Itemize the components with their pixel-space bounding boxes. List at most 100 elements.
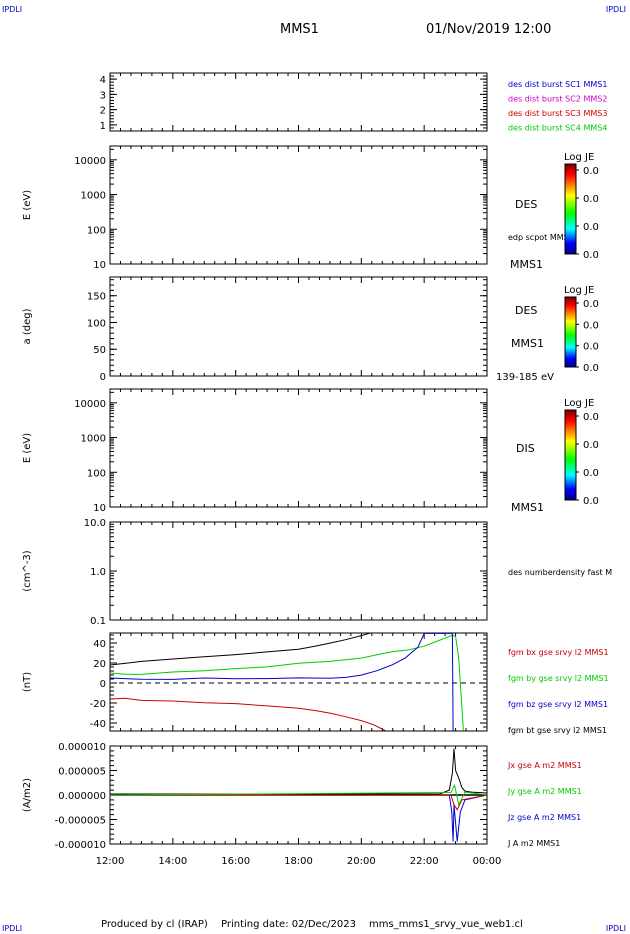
y-tick-label: 100: [87, 318, 106, 329]
y-tick-label: 10.0: [84, 518, 106, 529]
legend-entry: des dist burst SC2 MMS2: [508, 95, 607, 104]
colorbar-tick-label: 0.0: [583, 320, 599, 331]
footer-printing-date: Printing date: 02/Dec/2023: [221, 919, 357, 930]
panel-right-label: DES: [515, 198, 537, 211]
panel-right-label: MMS1: [511, 337, 544, 350]
corner-label-tr: IPDLI: [605, 5, 626, 14]
colorbar-tick-label: 0.0: [583, 412, 599, 423]
series-line: [110, 697, 387, 731]
y-tick-label: 1: [100, 121, 106, 132]
y-axis-label: (A/m2): [22, 778, 33, 812]
panel-right-label: DES: [515, 304, 537, 317]
y-tick-label: 0.000005: [58, 767, 106, 778]
y-axis-label: E (eV): [22, 190, 33, 220]
corner-label-br: IPDLI: [605, 924, 626, 933]
legend-entry: fgm bx gse srvy l2 MMS1: [508, 648, 609, 657]
series-line: [110, 633, 454, 731]
series-line: [110, 748, 487, 795]
y-tick-label: -0.000005: [55, 816, 106, 827]
y-axis-label: (cm^-3): [22, 550, 33, 591]
y-tick-label: 1000: [81, 191, 106, 202]
x-tick-label: 16:00: [221, 856, 250, 867]
y-tick-label: 0.000000: [58, 791, 106, 802]
y-tick-label: 1000: [81, 434, 106, 445]
y-tick-label: 2: [100, 106, 106, 117]
series-line: [110, 794, 487, 842]
series-line: [110, 794, 487, 811]
x-tick-label: 22:00: [410, 856, 439, 867]
colorbar-tick-label: 0.0: [583, 250, 599, 261]
corner-label-tl: IPDLI: [2, 5, 23, 14]
y-axis-label: (nT): [22, 672, 33, 692]
x-tick-label: 20:00: [347, 856, 376, 867]
colorbar-title: Log JE: [564, 285, 594, 296]
y-tick-label: 1.0: [90, 567, 106, 578]
legend-entry: fgm by gse srvy l2 MMS1: [508, 674, 609, 683]
series-line: [110, 633, 371, 666]
colorbar-tick-label: 0.0: [583, 363, 599, 374]
legend-entry: des dist burst SC3 MMS3: [508, 109, 607, 118]
y-tick-label: 20: [93, 659, 106, 670]
y-tick-label: 0.1: [90, 616, 106, 627]
legend-entry: J A m2 MMS1: [507, 839, 560, 848]
colorbar: [564, 296, 577, 368]
panel-frame-des-pitch: [109, 276, 488, 377]
y-tick-label: 150: [87, 292, 106, 303]
panel-frame-burst: [109, 72, 488, 132]
y-tick-label: 0: [100, 679, 106, 690]
panel-frame-des-energy: [109, 145, 488, 265]
corner-label-bl: IPDLI: [2, 924, 23, 933]
x-tick-label: 18:00: [284, 856, 313, 867]
panel-right-label: MMS1: [510, 258, 543, 271]
legend-entry: des dist burst SC4 MMS4: [508, 124, 607, 133]
y-tick-label: 40: [93, 639, 106, 650]
y-tick-label: 0: [100, 372, 106, 383]
x-tick-label: 14:00: [158, 856, 187, 867]
y-tick-label: -0.000010: [55, 840, 106, 851]
legend-entry: Jy gse A m2 MMS1: [507, 787, 582, 796]
x-tick-label: 00:00: [473, 856, 502, 867]
legend-entry: fgm bt gse srvy l2 MMS1: [508, 726, 607, 735]
footer-produced: Produced by cl (IRAP): [101, 919, 208, 930]
legend-entry: Jz gse A m2 MMS1: [507, 813, 581, 822]
colorbar-tick-label: 0.0: [583, 194, 599, 205]
y-tick-label: -20: [90, 699, 106, 710]
panel-frame-fgm: [109, 632, 488, 732]
y-tick-label: 100: [87, 468, 106, 479]
colorbar-tick-label: 0.0: [583, 440, 599, 451]
colorbar: [564, 163, 577, 255]
panel-right-label: DIS: [516, 442, 535, 455]
colorbar-title: Log JE: [564, 398, 594, 409]
panel-right-label: 139-185 eV: [496, 372, 554, 383]
y-tick-label: 3: [100, 90, 106, 101]
y-axis-label: a (deg): [22, 308, 33, 344]
y-tick-label: 4: [100, 75, 106, 86]
y-tick-label: 100: [87, 225, 106, 236]
colorbar-tick-label: 0.0: [583, 299, 599, 310]
series-line: [110, 783, 487, 807]
legend-entry: des dist burst SC1 MMS1: [508, 80, 607, 89]
y-tick-label: 10: [93, 260, 106, 271]
date-title: 01/Nov/2019 12:00: [426, 22, 552, 37]
colorbar-title: Log JE: [564, 152, 594, 163]
panel-frame-dis-energy: [109, 388, 488, 508]
panel-right-label: MMS1: [511, 501, 544, 514]
y-tick-label: 50: [93, 345, 106, 356]
y-tick-label: -40: [90, 719, 106, 730]
colorbar-tick-label: 0.0: [583, 468, 599, 479]
spacecraft-title: MMS1: [280, 22, 319, 37]
panel-right-label: edp scpot MMS1: [508, 233, 574, 242]
legend-entry: des numberdensity fast M: [508, 568, 612, 577]
legend-entry: fgm bz gse srvy l2 MMS1: [508, 700, 608, 709]
colorbar-tick-label: 0.0: [583, 496, 599, 507]
y-tick-label: 10: [93, 503, 106, 514]
colorbar-tick-label: 0.0: [583, 166, 599, 177]
legend-entry: Jx gse A m2 MMS1: [507, 761, 582, 770]
footer-file: mms_mms1_srvy_vue_web1.cl: [369, 919, 523, 930]
colorbar-tick-label: 0.0: [583, 222, 599, 233]
y-tick-label: 10000: [74, 156, 106, 167]
colorbar: [564, 409, 577, 501]
panel-frame-density: [109, 521, 488, 621]
x-tick-label: 12:00: [96, 856, 125, 867]
